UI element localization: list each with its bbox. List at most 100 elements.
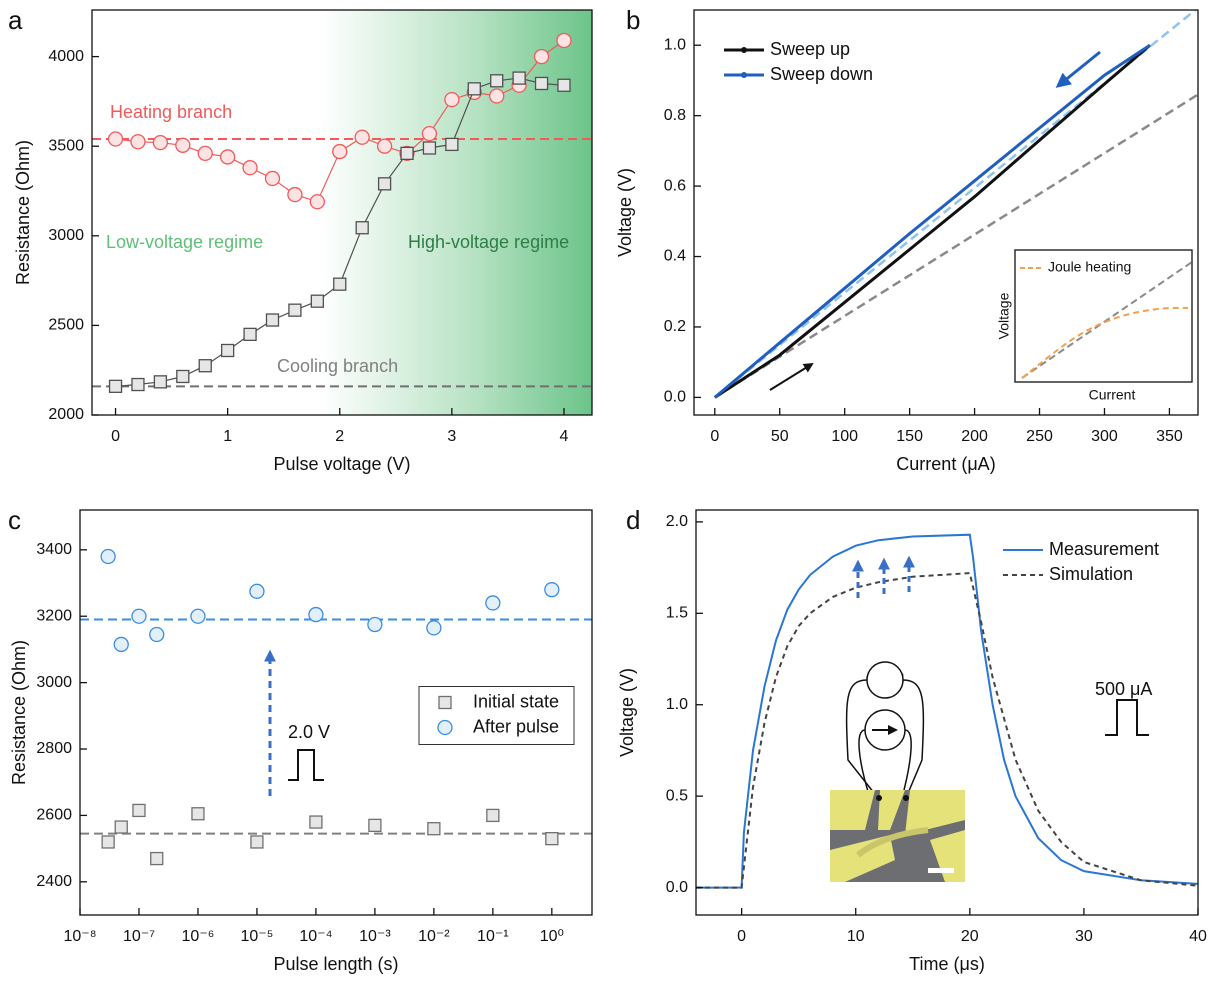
wire <box>901 729 912 799</box>
data-point <box>114 820 128 834</box>
series-line <box>713 43 1151 399</box>
rise-arrows <box>852 555 915 598</box>
legend-label: After pulse <box>473 716 559 736</box>
plot-frame <box>79 509 593 916</box>
y-tick-label: 0.4 <box>664 248 686 265</box>
data-point <box>421 126 438 142</box>
y-tick-label: 1.0 <box>664 36 686 53</box>
legend-dot <box>741 47 747 53</box>
data-point <box>287 186 303 203</box>
data-point <box>308 606 324 623</box>
x-tick-label: 10⁻⁵ <box>240 928 273 945</box>
data-point <box>108 379 123 393</box>
probe <box>903 795 909 801</box>
panel-label: b <box>626 5 640 35</box>
device <box>856 827 929 858</box>
data-point <box>333 277 347 291</box>
data-point <box>444 91 460 108</box>
data-point <box>265 313 280 327</box>
data-point <box>445 137 459 152</box>
data-point <box>220 149 236 165</box>
x-tick-label: 50 <box>771 428 789 445</box>
data-point <box>190 608 206 624</box>
data-point <box>152 134 169 151</box>
x-tick-label: 10⁻⁴ <box>299 928 332 945</box>
x-axis-label: Pulse voltage (V) <box>273 454 410 474</box>
data-point <box>101 835 115 849</box>
data-point <box>545 831 559 846</box>
data-point <box>533 48 550 65</box>
data-point <box>490 74 504 88</box>
data-point <box>422 141 437 155</box>
y-axis-label: Resistance (Ohm) <box>9 640 29 785</box>
data-point <box>131 608 147 624</box>
scale-bar <box>928 868 954 873</box>
data-point <box>198 359 212 373</box>
legend-label: Measurement <box>1049 539 1159 559</box>
data-point <box>332 143 348 160</box>
regime-background <box>320 10 592 415</box>
x-tick-label: 250 <box>1026 428 1053 445</box>
inset-legend: Joule heating <box>1048 259 1131 275</box>
pulse-symbol <box>1105 699 1149 736</box>
inset-frame <box>1014 249 1193 383</box>
data-point <box>309 815 323 829</box>
inset-x-label: Current <box>1089 387 1136 403</box>
wire <box>902 679 925 799</box>
x-tick-label: 2 <box>335 428 344 445</box>
data-point <box>149 626 165 643</box>
y-tick-label: 2500 <box>48 317 84 334</box>
inset: Joule heating Voltage Current <box>996 249 1193 403</box>
data-point <box>544 582 560 598</box>
inset-y-label: Voltage <box>996 292 1012 339</box>
data-point <box>249 583 265 599</box>
data-point <box>250 835 264 849</box>
data-point <box>557 78 571 92</box>
y-tick-label: 3000 <box>36 674 72 691</box>
wire <box>845 679 879 799</box>
pulse-symbol <box>288 749 324 781</box>
series-line <box>696 572 1198 889</box>
wire <box>858 729 871 799</box>
x-tick-label: 10 <box>847 928 865 945</box>
data-point <box>489 88 505 104</box>
circuit <box>845 661 925 799</box>
y-tick-label: 3000 <box>48 227 84 244</box>
data-point <box>368 818 382 833</box>
x-tick-label: 10⁻⁸ <box>64 928 97 945</box>
y-tick-label: 1.0 <box>666 696 688 713</box>
data-point <box>534 76 549 91</box>
data-point <box>310 294 324 308</box>
y-tick-label: 4000 <box>48 48 84 65</box>
y-tick-label: 0.8 <box>664 107 686 124</box>
data-point <box>367 616 383 633</box>
series-line <box>696 533 1198 889</box>
plot-frame <box>693 9 1199 416</box>
sweep-arrow <box>1055 50 1101 88</box>
sweep-arrow <box>769 362 814 391</box>
y-tick-label: 3400 <box>36 541 72 558</box>
data-point <box>309 194 325 210</box>
x-tick-label: 10⁻² <box>418 928 450 945</box>
x-tick-label: 1 <box>223 428 232 445</box>
panel-label: d <box>626 505 640 535</box>
data-point <box>175 137 191 153</box>
data-point <box>113 636 129 653</box>
x-tick-label: 4 <box>560 428 569 445</box>
electrodes <box>830 790 965 882</box>
legend-label: Sweep down <box>770 64 873 84</box>
panel-label: c <box>8 505 21 535</box>
y-tick-label: 3500 <box>48 137 84 154</box>
y-axis-label: Resistance (Ohm) <box>13 140 33 285</box>
series-line <box>713 44 1151 399</box>
data-point <box>150 851 164 866</box>
x-tick-label: 0 <box>111 428 120 445</box>
micrograph <box>830 790 965 882</box>
y-tick-label: 2400 <box>36 873 72 890</box>
annotation: Cooling branch <box>277 356 398 376</box>
x-tick-label: 300 <box>1091 428 1118 445</box>
data-point <box>376 138 393 154</box>
x-axis-label: Current (μA) <box>896 454 995 474</box>
data-point <box>130 134 146 150</box>
y-tick-label: 1.5 <box>666 605 688 622</box>
